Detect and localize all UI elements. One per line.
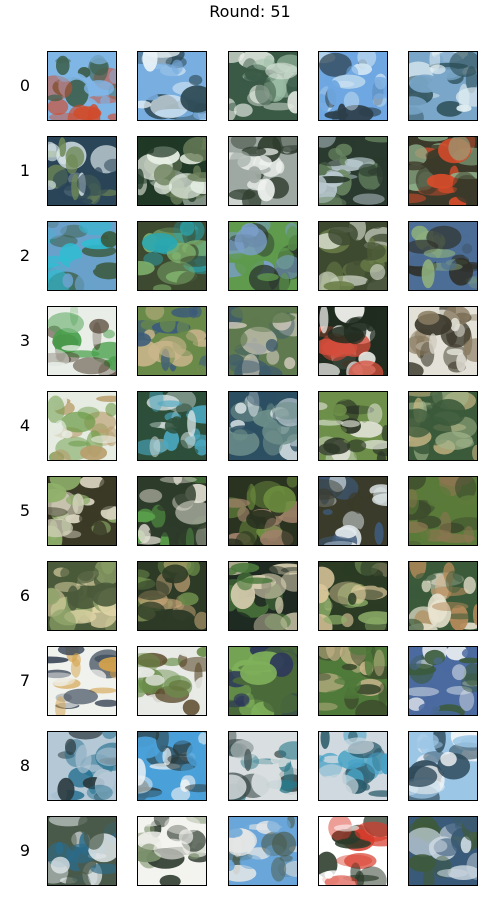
generated-image	[408, 391, 478, 461]
generated-image	[137, 136, 207, 206]
row-label: 9	[19, 841, 31, 860]
generated-image	[408, 136, 478, 206]
generated-image	[47, 391, 117, 461]
row-label: 4	[19, 416, 31, 435]
generated-image	[47, 221, 117, 291]
row-label: 6	[19, 586, 31, 605]
generated-image	[228, 731, 298, 801]
generated-image	[408, 306, 478, 376]
row-label: 3	[19, 331, 31, 350]
generated-image	[47, 306, 117, 376]
generated-image	[408, 561, 478, 631]
generated-image	[318, 731, 388, 801]
generated-image	[318, 391, 388, 461]
row-label: 7	[19, 671, 31, 690]
generated-image	[228, 561, 298, 631]
generated-image	[228, 306, 298, 376]
row-label: 5	[19, 501, 31, 520]
generated-image	[408, 646, 478, 716]
row-label: 2	[19, 246, 31, 265]
generated-image	[318, 51, 388, 121]
generated-image	[47, 731, 117, 801]
generated-image	[137, 306, 207, 376]
generated-image	[228, 136, 298, 206]
generated-image	[137, 646, 207, 716]
generated-image	[228, 646, 298, 716]
generated-image	[408, 816, 478, 886]
row-label: 8	[19, 756, 31, 775]
generated-image	[318, 561, 388, 631]
generated-image	[137, 731, 207, 801]
generated-image	[137, 51, 207, 121]
generated-image	[408, 476, 478, 546]
generated-image	[318, 646, 388, 716]
figure-title: Round: 51	[209, 2, 291, 21]
generated-image	[47, 476, 117, 546]
generated-image	[47, 561, 117, 631]
generated-image	[47, 51, 117, 121]
generated-image	[228, 221, 298, 291]
generated-image	[47, 646, 117, 716]
generated-image	[318, 476, 388, 546]
generated-image	[47, 816, 117, 886]
generated-image	[318, 221, 388, 291]
generated-image	[318, 816, 388, 886]
generated-image	[408, 731, 478, 801]
generated-image	[318, 306, 388, 376]
generated-image	[228, 816, 298, 886]
row-label: 0	[19, 76, 31, 95]
generated-image	[408, 51, 478, 121]
generated-image	[228, 51, 298, 121]
generated-image	[137, 391, 207, 461]
generated-image	[408, 221, 478, 291]
generated-image	[228, 476, 298, 546]
generated-image	[47, 136, 117, 206]
row-label: 1	[19, 161, 31, 180]
generated-image	[137, 816, 207, 886]
generated-image	[137, 476, 207, 546]
generated-image	[318, 136, 388, 206]
generated-image	[137, 221, 207, 291]
generated-image	[228, 391, 298, 461]
generated-image	[137, 561, 207, 631]
